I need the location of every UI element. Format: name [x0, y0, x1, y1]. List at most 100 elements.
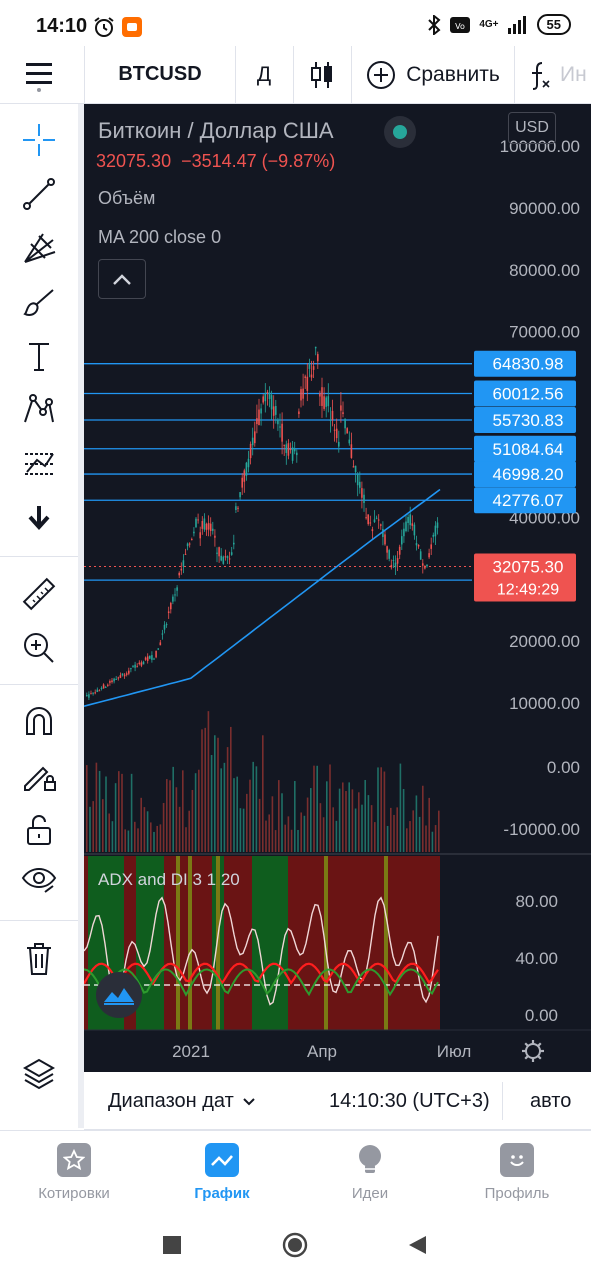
delete-drawings-button[interactable]: [19, 938, 59, 978]
volume-bar: [194, 773, 197, 852]
candle-body: [409, 514, 411, 526]
price-chart[interactable]: 100000.00 90000.00 80000.00 70000.00 40000.0…: [84, 104, 591, 1072]
indicators-button[interactable]: Ин: [528, 46, 591, 103]
adx-legend[interactable]: ADX and DI 3 1 20: [98, 870, 240, 889]
lock-tool[interactable]: [19, 810, 59, 850]
ma-legend[interactable]: MA 200 close 0: [98, 227, 222, 247]
volume-bar: [143, 807, 146, 852]
collapse-legend-button[interactable]: [98, 259, 146, 299]
candle-body: [394, 562, 397, 568]
text-tool[interactable]: [19, 336, 59, 376]
candle-body: [272, 406, 275, 416]
candle-body: [426, 564, 428, 567]
candle-body: [306, 376, 309, 391]
chart-type-button[interactable]: [294, 46, 350, 103]
candle-body: [247, 458, 250, 468]
candle-body: [153, 658, 155, 660]
indicator-band: [400, 856, 404, 1030]
nav-ideas[interactable]: Идеи: [296, 1131, 444, 1211]
candle-body: [230, 552, 233, 555]
volume-bar: [124, 829, 126, 852]
candle-body: [417, 544, 420, 547]
candle-body: [317, 354, 319, 362]
volume-bar: [121, 773, 123, 852]
candle-body: [398, 546, 401, 555]
candle-body: [111, 680, 113, 683]
candle-body: [191, 539, 193, 541]
indicator-band: [240, 856, 244, 1030]
indicator-band: [308, 856, 312, 1030]
candle-body: [327, 396, 330, 407]
menu-button[interactable]: [14, 46, 64, 103]
volume-bar: [271, 796, 274, 852]
candle-body: [235, 506, 237, 510]
star-icon: [57, 1143, 91, 1177]
brush-tool[interactable]: [19, 282, 59, 322]
toolbar-scrollbar[interactable]: [78, 104, 84, 1128]
home-button[interactable]: [282, 1232, 308, 1258]
hide-drawings-tool[interactable]: [19, 860, 59, 900]
volume-bar: [322, 817, 325, 852]
system-navigation: [0, 1210, 591, 1280]
recents-button[interactable]: [162, 1235, 182, 1255]
top-toolbar: BTCUSD Д Сравнить Ин: [0, 46, 591, 104]
candle-body: [146, 656, 149, 661]
candle-body: [115, 678, 117, 680]
candle-body: [281, 423, 283, 442]
timezone-clock[interactable]: 14:10:30 (UTC+3): [329, 1090, 490, 1112]
change-value: −3514.47 (−9.87%): [181, 151, 336, 171]
auto-scale-button[interactable]: авто: [530, 1090, 572, 1112]
nav-chart[interactable]: График: [148, 1131, 296, 1211]
candle-body: [100, 687, 103, 689]
volume-legend[interactable]: Объём: [98, 188, 156, 208]
di-plus-line: [84, 968, 439, 997]
gann-fib-tool[interactable]: [19, 228, 59, 268]
candle-body: [375, 517, 378, 519]
candle-body: [199, 532, 201, 539]
interval-button[interactable]: Д: [256, 62, 272, 86]
candle-body: [134, 664, 136, 668]
currency-button[interactable]: USD: [508, 112, 556, 144]
prediction-tool[interactable]: [19, 444, 59, 484]
candle-body: [256, 418, 258, 425]
volume-bar: [246, 793, 248, 852]
volume-bar: [418, 816, 421, 852]
volume-bar: [249, 779, 251, 852]
lock-drawings-tool[interactable]: [19, 756, 59, 796]
volume-bar: [236, 776, 238, 852]
candle-body: [401, 536, 403, 545]
volume-bar: [175, 787, 178, 852]
settings-gear-icon[interactable]: [522, 1040, 544, 1062]
volume-bar: [146, 811, 149, 852]
candle-body: [325, 397, 327, 407]
back-button[interactable]: [406, 1234, 428, 1256]
volume-bar: [310, 788, 312, 852]
candle-body: [342, 412, 344, 414]
zoom-tool[interactable]: [19, 628, 59, 668]
nav-quotes[interactable]: Котировки: [0, 1131, 148, 1211]
plus-circle-icon: [367, 60, 396, 89]
more-tools-button[interactable]: [19, 498, 59, 538]
indicator-band: [92, 856, 96, 1030]
candle-body: [396, 558, 399, 564]
trend-line-tool[interactable]: [19, 174, 59, 214]
candle-body: [140, 662, 143, 666]
indicator-band: [396, 856, 400, 1030]
object-tree-button[interactable]: [19, 1054, 59, 1094]
pattern-tool[interactable]: [19, 390, 59, 430]
measure-tool[interactable]: [19, 574, 59, 614]
candle-body: [310, 374, 313, 378]
chart-canvas[interactable]: 100000.0090000.0080000.0070000.0040000.0…: [84, 104, 591, 1072]
nav-profile[interactable]: Профиль: [443, 1131, 591, 1211]
market-status-indicator[interactable]: [384, 116, 416, 148]
candle-body: [163, 624, 166, 630]
symbol-search-button[interactable]: BTCUSD: [118, 63, 202, 85]
candle-body: [298, 411, 300, 414]
compare-button[interactable]: Сравнить: [362, 46, 504, 103]
tradingview-logo[interactable]: [96, 972, 142, 1018]
magnet-tool[interactable]: [19, 702, 59, 742]
volume-bar: [294, 781, 296, 852]
candle-body: [432, 534, 435, 537]
date-range-dropdown[interactable]: Диапазон дат: [108, 1090, 256, 1113]
crosshair-tool[interactable]: [19, 120, 59, 160]
